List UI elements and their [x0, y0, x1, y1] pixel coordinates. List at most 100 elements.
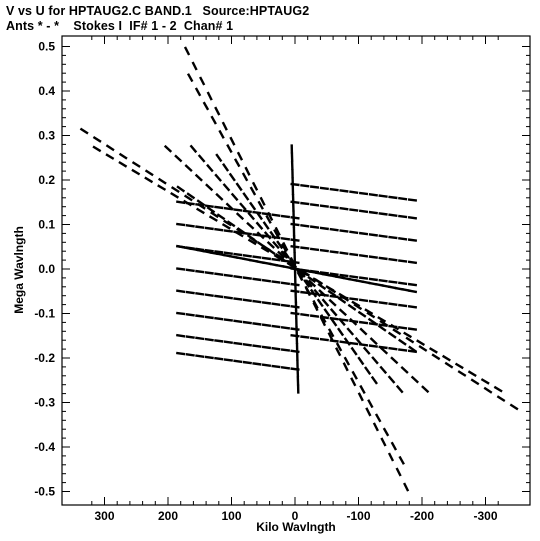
uv-point [290, 216, 300, 220]
uv-point [309, 336, 320, 341]
uv-point [398, 237, 408, 241]
uv-point [205, 183, 214, 192]
uv-point [369, 337, 378, 346]
uv-point [407, 260, 418, 265]
uv-point [319, 315, 329, 320]
uv-point [316, 298, 324, 308]
uv-point [329, 308, 338, 317]
uv-point [277, 250, 286, 259]
chart-subtitle: Ants * - * Stokes I IF# 1 - 2 Chan# 1 [6, 19, 234, 33]
uv-point [223, 229, 233, 233]
x-axis-label: Kilo Wavlngth [256, 520, 336, 534]
uv-point [407, 349, 418, 354]
uv-point [266, 241, 276, 249]
uv-point [261, 345, 272, 350]
uv-point [261, 278, 272, 283]
uv-point [388, 324, 398, 329]
uv-point [300, 246, 310, 250]
uv-point [235, 212, 245, 221]
uv-point [195, 269, 205, 274]
uv-point [309, 225, 320, 229]
uv-point [176, 244, 186, 249]
uv-point [407, 305, 418, 309]
uv-point [186, 192, 196, 200]
uv-point [271, 235, 281, 240]
uv-point [214, 316, 224, 321]
uv-point [368, 255, 378, 259]
uv-point [398, 455, 405, 465]
uv-point [366, 311, 376, 319]
uv-point [280, 326, 291, 330]
uv-point [271, 364, 281, 369]
uv-point [319, 271, 329, 275]
uv-point [319, 226, 329, 231]
uv-point [262, 221, 270, 230]
uv-point [346, 327, 355, 336]
uv-point [226, 220, 236, 228]
y-tick-label: 0.0 [38, 262, 55, 276]
data-marks [79, 46, 519, 492]
uv-point [358, 276, 369, 280]
x-tick-label: 100 [221, 509, 241, 523]
uv-point [398, 326, 408, 330]
uv-point [349, 190, 359, 194]
uv-point [194, 87, 202, 97]
uv-point [319, 248, 329, 253]
uv-point [233, 319, 243, 324]
axis-ticks [62, 36, 530, 505]
uv-point [339, 273, 349, 278]
uv-point [261, 301, 272, 305]
uv-point [163, 144, 173, 153]
uv-point [290, 267, 300, 271]
uv-point [358, 298, 369, 303]
uv-point [246, 234, 256, 242]
uv-point [339, 318, 349, 322]
uv-point [202, 101, 210, 111]
uv-point [157, 177, 167, 185]
y-tick-label: -0.3 [34, 396, 55, 410]
uv-point [323, 308, 331, 317]
uv-point [378, 194, 388, 198]
uv-point [379, 365, 388, 375]
uv-point [388, 213, 398, 217]
uv-point [410, 375, 420, 384]
uv-point [398, 196, 408, 201]
uv-point [210, 211, 219, 219]
uv-point [290, 200, 300, 204]
uv-point [206, 163, 214, 173]
uv-point [416, 339, 426, 347]
uv-point [377, 324, 387, 332]
uv-point [233, 230, 243, 235]
uv-point [195, 247, 205, 252]
chart-title: V vs U for HPTAUG2.C BAND.1 Source:HPTAU… [6, 4, 310, 18]
uv-point [280, 250, 289, 259]
uv-point [349, 208, 359, 212]
uv-point [325, 285, 335, 292]
uv-point [309, 247, 320, 252]
uv-point [280, 243, 288, 253]
uv-point [290, 260, 300, 265]
uv-point [222, 163, 230, 172]
uv-point [358, 343, 369, 347]
uv-point [374, 413, 382, 423]
uv-point [280, 237, 291, 241]
uv-point [228, 172, 236, 182]
uv-point [195, 292, 205, 296]
x-tick-label: 300 [94, 509, 114, 523]
uv-point [185, 201, 195, 206]
uv-point [183, 46, 191, 56]
uv-point [364, 366, 372, 375]
uv-point [176, 333, 186, 338]
uv-point [321, 298, 330, 307]
y-tick-label: -0.2 [34, 351, 55, 365]
uv-point [358, 320, 369, 325]
uv-point [378, 323, 388, 327]
uv-point [242, 320, 252, 325]
uv-point [407, 238, 418, 242]
uv-point [242, 209, 252, 214]
uv-point [370, 375, 378, 385]
uv-point [216, 213, 226, 221]
uv-point [197, 154, 206, 163]
uv-point [428, 347, 438, 354]
